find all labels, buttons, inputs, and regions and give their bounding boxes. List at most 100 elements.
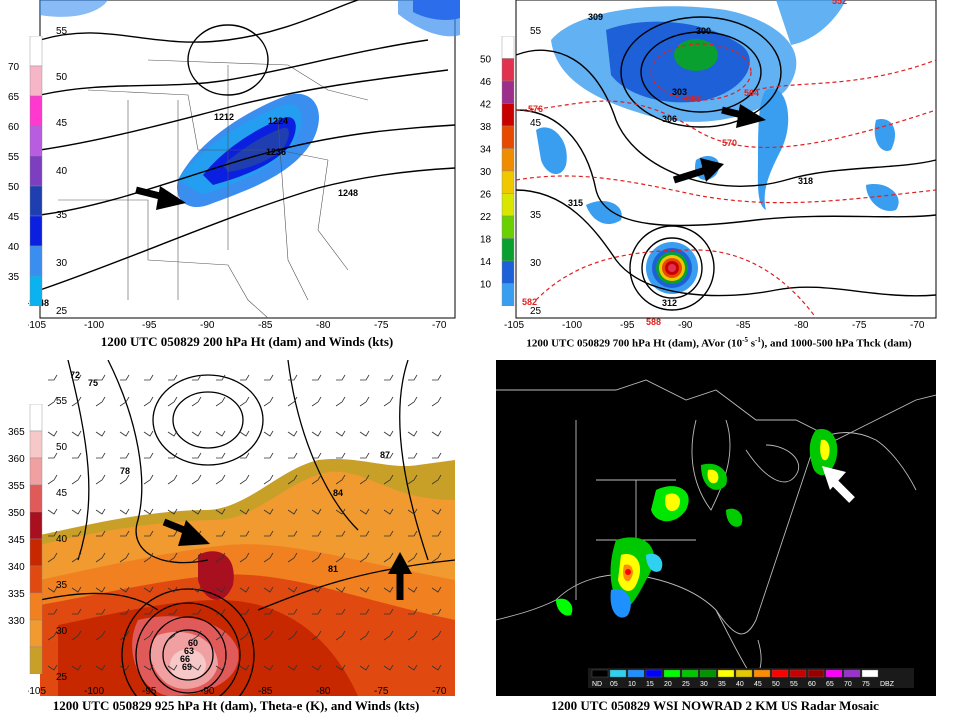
dbz-label: 10 — [628, 681, 636, 688]
wind-barb — [336, 530, 346, 537]
wind-barb — [215, 586, 226, 593]
wind-barb — [311, 474, 322, 485]
thickness-label: 570 — [722, 138, 737, 148]
wind-barb — [384, 608, 394, 615]
wind-barb — [288, 452, 298, 459]
dbz-label: 60 — [808, 681, 816, 688]
lon-label: -100 — [84, 320, 104, 330]
colorbar-swatch — [501, 35, 515, 59]
wind-barb — [215, 474, 226, 485]
wind-barb — [120, 452, 130, 459]
wind-barb — [48, 608, 58, 615]
wind-barb — [143, 586, 154, 593]
wind-barb — [143, 552, 154, 563]
wind-barb — [408, 530, 418, 537]
colorbar-label: 42 — [480, 100, 492, 111]
lat-label: 30 — [56, 626, 68, 637]
wind-barb — [287, 552, 298, 563]
contour-label: 87 — [380, 450, 390, 460]
wind-barb — [119, 586, 130, 593]
colorbar-swatch — [29, 619, 43, 648]
dbz-swatch — [717, 669, 735, 678]
wind-barb — [311, 630, 322, 641]
wind-barb — [431, 552, 442, 563]
colorbar-swatch — [29, 592, 43, 621]
wind-barb — [287, 430, 298, 437]
wind-barb — [95, 430, 106, 437]
contour-label: 63 — [184, 646, 194, 656]
wind-barb — [47, 552, 58, 563]
dbz-label: 40 — [736, 681, 744, 688]
wind-barb — [431, 630, 442, 641]
caption-700hpa-sup1: -5 — [742, 336, 749, 344]
contour-label: 84 — [333, 488, 343, 498]
wind-barb — [71, 586, 82, 593]
wind-barb — [96, 452, 106, 459]
panel-200hpa: 1212 1224 1236 1248 -1248 55 50 45 40 35… — [28, 0, 460, 330]
arrow-icon — [822, 466, 855, 503]
lon-label: -90 — [678, 320, 693, 330]
colorbar-label: 38 — [480, 122, 492, 133]
thickness-label: 576 — [528, 104, 543, 114]
wind-barb — [240, 452, 250, 459]
wind-barb — [431, 474, 442, 485]
wind-barb — [264, 608, 274, 615]
wind-barb — [191, 430, 202, 437]
caption-700hpa-pre: 1200 UTC 050829 700 hPa Ht (dam), AVor (… — [526, 337, 743, 350]
wind-barb — [383, 430, 394, 437]
lat-label: 30 — [56, 258, 68, 269]
wind-barb — [431, 430, 442, 437]
wind-barb — [167, 630, 178, 641]
colorbar-700hpa: 50 46 42 38 34 30 26 22 18 14 10 — [476, 35, 516, 307]
wind-barb — [95, 474, 106, 485]
lon-label: -70 — [432, 686, 447, 696]
wind-barb — [288, 530, 298, 537]
colorbar-925hpa: 365 360 355 350 345 340 335 330 — [4, 403, 44, 675]
wind-barb — [191, 552, 202, 563]
lat-label: 30 — [530, 258, 542, 269]
colorbar-label: 40 — [8, 242, 20, 253]
colorbar-swatch — [29, 484, 43, 513]
wind-barb — [408, 374, 418, 381]
wind-barb — [431, 586, 442, 593]
wind-barb — [48, 530, 58, 537]
wind-barb — [264, 530, 274, 537]
lat-label: 50 — [56, 442, 68, 453]
wind-barb — [287, 664, 298, 671]
panel-700hpa: 309 303 306 312 315 318 300 570 576 564 … — [496, 0, 960, 330]
wind-barb — [71, 552, 82, 563]
dbz-swatch — [627, 669, 645, 678]
lon-label: -100 — [562, 320, 582, 330]
wind-barb — [336, 452, 346, 459]
wind-barb — [359, 474, 370, 485]
wind-barb — [432, 452, 442, 459]
contour-label: 66 — [180, 654, 190, 664]
contour-label: 318 — [798, 176, 813, 186]
lat-label: 25 — [56, 306, 68, 317]
wind-barb — [143, 664, 154, 671]
wind-barb — [119, 630, 130, 641]
caption-200hpa: 1200 UTC 050829 200 hPa Ht (dam) and Win… — [100, 334, 394, 349]
wind-barb — [144, 452, 154, 459]
colorbar-label: 65 — [8, 92, 20, 103]
thickness-label: 582 — [522, 297, 537, 307]
wind-barb — [263, 430, 274, 437]
wind-barb — [432, 608, 442, 615]
wind-barb — [288, 608, 298, 615]
colorbar-swatch — [501, 170, 515, 194]
contour-label: 315 — [568, 198, 583, 208]
lon-label: -70 — [910, 320, 925, 330]
panel-radar: ND 05 10 15 20 25 30 35 40 45 50 55 60 65 70 75 DBZ — [496, 360, 936, 696]
wind-barb — [287, 630, 298, 641]
wind-barb — [143, 396, 154, 407]
wind-barb — [384, 374, 394, 381]
wind-barb — [72, 530, 82, 537]
colorbar-swatch — [501, 283, 515, 307]
lon-label: -105 — [504, 320, 524, 330]
wind-barb — [359, 664, 370, 671]
wind-barb — [71, 430, 82, 437]
thickness-label: 564 — [744, 88, 759, 98]
wind-barb — [239, 664, 250, 671]
wind-barb — [407, 396, 418, 407]
colorbar-swatch — [29, 35, 43, 67]
